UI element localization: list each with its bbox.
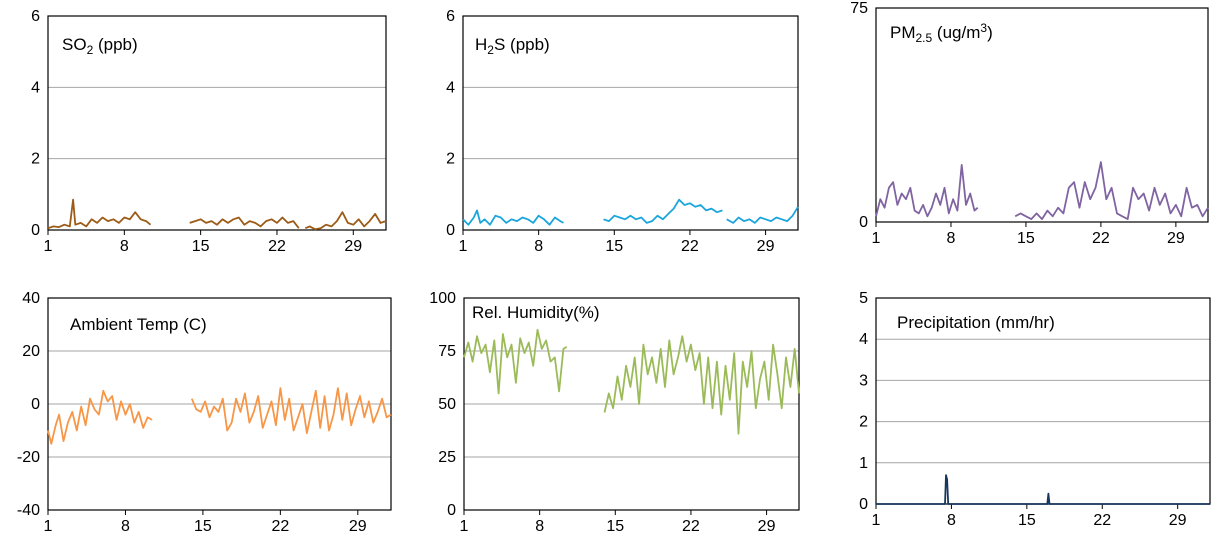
y-tick-label: 75: [850, 0, 868, 17]
y-tick-label: 50: [438, 396, 456, 413]
x-tick-label: 15: [605, 238, 623, 255]
series-line-segment: [190, 387, 392, 434]
y-tick-label: 2: [859, 414, 868, 431]
plot-area: [875, 7, 1209, 223]
x-tick-label: 22: [1092, 230, 1110, 247]
panel-title: Rel. Humidity(%): [472, 303, 600, 322]
x-tick-label: 22: [681, 238, 699, 255]
y-tick-label: 2: [446, 151, 455, 168]
x-tick-label: 22: [1093, 512, 1111, 529]
y-tick-label: 3: [859, 372, 868, 389]
series-line-segment: [1014, 161, 1209, 220]
y-tick-label: 100: [429, 290, 456, 307]
panel-title: Precipitation (mm/hr): [897, 313, 1055, 332]
x-tick-label: 1: [460, 518, 469, 535]
y-tick-label: 25: [438, 449, 456, 466]
series-line-segment: [603, 335, 800, 435]
chart-panel-4: 1 8 15 22 29 -40 -20 0 20 40 Ambient Temp (C): [17, 290, 392, 535]
y-tick-label: 40: [22, 290, 40, 307]
x-tick-label: 8: [121, 518, 130, 535]
y-tick-label: 0: [31, 222, 40, 239]
x-tick-label: 8: [120, 238, 129, 255]
x-tick-label: 29: [1167, 230, 1185, 247]
y-tick-label: 0: [446, 222, 455, 239]
x-tick-label: 29: [758, 518, 776, 535]
x-tick-label: 22: [271, 518, 289, 535]
y-tick-label: 6: [31, 8, 40, 25]
y-tick-label: 4: [31, 79, 40, 96]
x-tick-label: 29: [349, 518, 367, 535]
series-line-segment: [304, 211, 387, 231]
y-tick-label: 20: [22, 343, 40, 360]
x-tick-label: 15: [1017, 230, 1035, 247]
x-tick-label: 1: [44, 238, 53, 255]
x-tick-label: 29: [344, 238, 362, 255]
x-tick-label: 15: [194, 518, 212, 535]
y-tick-label: 6: [446, 8, 455, 25]
y-tick-label: 4: [446, 79, 455, 96]
y-tick-label: 5: [859, 290, 868, 307]
y-tick-label: 2: [31, 151, 40, 168]
y-tick-label: 75: [438, 343, 456, 360]
chart-panel-1: 1 8 15 22 29 0 2 4 6 SO2 (ppb): [31, 8, 387, 255]
y-tick-label: -40: [17, 502, 40, 519]
series-line-segment: [189, 216, 300, 229]
series-line-segment: [47, 198, 152, 230]
x-tick-label: 8: [947, 230, 956, 247]
plot-area: [47, 15, 387, 231]
x-tick-label: 29: [757, 238, 775, 255]
chart-panel-3: 1 8 15 22 29 0 75 PM2.5 (ug/m3): [850, 0, 1209, 247]
series-line-segment: [462, 209, 564, 226]
plot-area: [463, 297, 800, 511]
x-tick-label: 8: [534, 238, 543, 255]
series-line-segment: [726, 206, 799, 224]
plot-area: [462, 15, 799, 231]
x-tick-label: 22: [682, 518, 700, 535]
panel-title: H2S (ppb): [475, 35, 550, 57]
series-line-segment: [47, 389, 153, 445]
y-tick-label: 1: [859, 455, 868, 472]
x-tick-label: 1: [872, 230, 881, 247]
panel-title: Ambient Temp (C): [70, 315, 207, 334]
x-tick-label: 22: [268, 238, 286, 255]
series-line-segment: [875, 164, 979, 218]
x-tick-label: 1: [872, 512, 881, 529]
series-line-segment: [603, 198, 723, 224]
panel-title: SO2 (ppb): [62, 35, 138, 57]
y-tick-label: 0: [859, 214, 868, 231]
x-tick-label: 1: [459, 238, 468, 255]
series-line-segment: [876, 474, 1210, 505]
x-tick-label: 8: [535, 518, 544, 535]
x-tick-label: 8: [947, 512, 956, 529]
chart-panel-2: 1 8 15 22 29 0 2 4 6 H2S (ppb): [446, 8, 799, 255]
y-tick-label: 4: [859, 331, 868, 348]
panel-title: PM2.5 (ug/m3): [890, 21, 993, 45]
y-tick-label: 0: [859, 496, 868, 513]
x-tick-label: 15: [1018, 512, 1036, 529]
y-tick-label: -20: [17, 449, 40, 466]
x-tick-label: 29: [1169, 512, 1187, 529]
chart-panel-5: 1 8 15 22 29 0 25 50 75 100 Rel. Humidity(%): [429, 290, 800, 535]
y-tick-label: 0: [447, 502, 456, 519]
x-tick-label: 15: [606, 518, 624, 535]
y-tick-label: 0: [31, 396, 40, 413]
series-line-segment: [463, 328, 568, 395]
plot-area: [47, 297, 392, 511]
x-tick-label: 15: [192, 238, 210, 255]
x-tick-label: 1: [44, 518, 53, 535]
